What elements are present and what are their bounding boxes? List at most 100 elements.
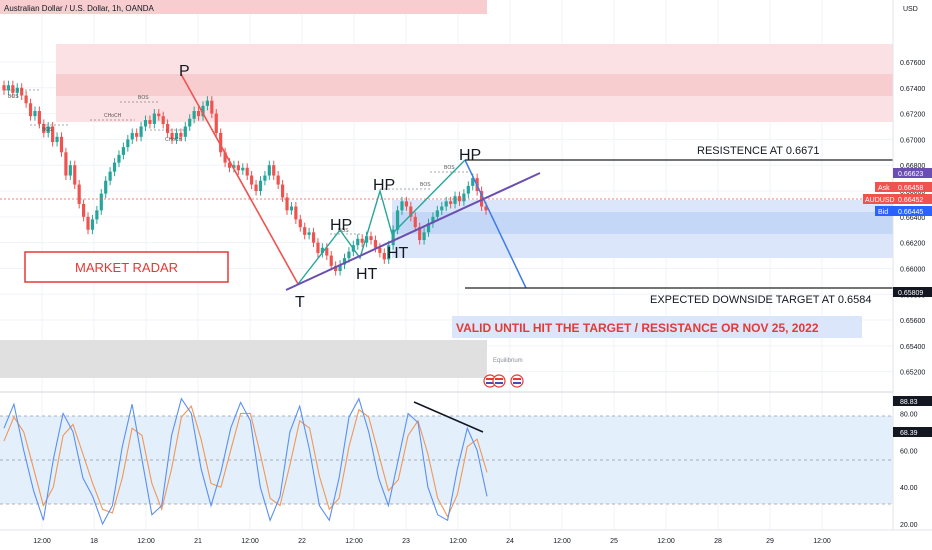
price-tick-label: 0.67400 <box>900 86 925 93</box>
candle-body <box>369 236 373 241</box>
candle-body <box>219 132 223 153</box>
price-tick-label: 0.65600 <box>900 318 925 325</box>
candle-body <box>223 152 227 163</box>
hp-label-3: HP <box>459 147 481 164</box>
choch-label-1: CHoCH <box>104 113 122 119</box>
candle-body <box>435 210 439 217</box>
flag-icon[interactable] <box>510 374 524 388</box>
candle-body <box>166 123 170 133</box>
stoch-tick-label: 20.00 <box>900 522 918 529</box>
stoch-k-line <box>3 397 488 526</box>
time-tick-labels: 12:00 18 12:00 21 12:00 22 12:00 23 12:00 24 12:00… <box>33 538 831 545</box>
upswing-zigzag <box>297 159 466 285</box>
candle-body <box>426 223 431 233</box>
flag-icon[interactable] <box>483 374 497 388</box>
price-tick-label: 0.67000 <box>900 137 925 144</box>
candle-body <box>276 175 280 185</box>
candle-body <box>135 132 139 137</box>
candle-body <box>2 85 6 91</box>
candle-body <box>466 185 470 194</box>
supply-zone-inner <box>56 74 894 96</box>
time-tick-label: 18 <box>90 538 98 545</box>
candle-body <box>108 171 112 181</box>
stoch-tick-label: 40.00 <box>900 485 918 492</box>
price-tick-label: 0.66600 <box>900 189 925 196</box>
bos-label-5: BOS <box>420 182 431 188</box>
hp-label-1: HP <box>330 217 352 234</box>
candle-body <box>196 111 201 117</box>
candle-body <box>303 227 307 235</box>
candle-body <box>161 116 165 124</box>
candle-body <box>73 165 77 185</box>
candle-body <box>117 154 121 163</box>
tag-bid-value: 0.66445 <box>898 209 923 216</box>
time-axis[interactable]: 12:00 18 12:00 21 12:00 22 12:00 23 12:00 24 12:00… <box>0 529 932 545</box>
candle-body <box>338 264 342 272</box>
trendline <box>285 172 541 291</box>
candle-body <box>236 165 240 171</box>
candle-body <box>59 136 64 153</box>
candle-body <box>37 111 41 124</box>
candle-body <box>263 175 267 181</box>
downswing-line <box>180 73 299 285</box>
tag-level-high: 0.66623 <box>898 171 923 178</box>
candle-body <box>112 162 117 172</box>
candle-body <box>6 85 11 91</box>
time-tick-label: 12:00 <box>553 538 571 545</box>
candle-body <box>413 216 417 228</box>
stoch-d-line <box>3 405 488 518</box>
structure-lines <box>0 73 893 291</box>
candle-body <box>139 126 143 137</box>
candle-body <box>152 113 156 124</box>
candle-body <box>121 147 125 155</box>
candle-body <box>316 242 320 253</box>
price-tick-label: 0.67600 <box>900 60 925 67</box>
demand-zone-inner <box>392 212 894 234</box>
tag-bid-label: Bid <box>878 209 888 216</box>
candle-body <box>55 136 59 142</box>
bos-label-6: BOS <box>444 165 455 171</box>
candle-body <box>81 203 86 217</box>
tag-symbol-label: AUDUSD <box>865 197 895 204</box>
candle-body <box>183 126 187 137</box>
validity-banner <box>452 316 862 338</box>
flag-icon[interactable] <box>492 374 506 388</box>
candle-body <box>86 216 90 230</box>
economic-event-icons[interactable] <box>483 374 524 388</box>
candle-body <box>342 258 347 265</box>
candle-body <box>298 219 302 228</box>
price-tick-label: 0.65200 <box>900 370 925 377</box>
stoch-tick-label: 60.00 <box>900 448 918 455</box>
candle-body <box>99 193 103 211</box>
candles-layer <box>2 80 488 276</box>
candle-body <box>320 247 324 253</box>
candle-body <box>227 162 232 168</box>
price-axis[interactable]: USD 0.676000.674000.672000.670000.668000… <box>863 0 932 550</box>
candle-body <box>404 201 409 207</box>
time-tick-label: 28 <box>714 538 722 545</box>
candle-body <box>285 197 289 211</box>
candle-body <box>210 100 214 114</box>
choch-label-2: CHoCH <box>165 137 183 143</box>
candle-body <box>104 180 108 194</box>
candle-body <box>422 232 426 241</box>
brand-box <box>24 251 229 283</box>
candle-body <box>192 111 196 119</box>
candle-body <box>179 132 183 137</box>
candle-body <box>170 132 174 140</box>
candle-body <box>28 103 33 117</box>
candle-body <box>64 152 68 176</box>
time-tick-label: 12:00 <box>137 538 155 545</box>
candle-body <box>254 184 258 192</box>
candle-body <box>471 178 475 186</box>
candle-body <box>409 206 413 217</box>
candle-body <box>347 251 351 259</box>
price-tags: 0.66623 Ask 0.66458 AUDUSD 0.66452 Bid 0… <box>863 168 932 297</box>
candle-body <box>373 240 378 248</box>
divergence-line <box>413 401 484 433</box>
stoch-tick-labels: 80.00 60.00 40.00 20.00 <box>900 411 918 529</box>
candle-body <box>201 105 205 117</box>
candle-body <box>126 139 130 148</box>
stochastic-pane <box>0 397 893 526</box>
